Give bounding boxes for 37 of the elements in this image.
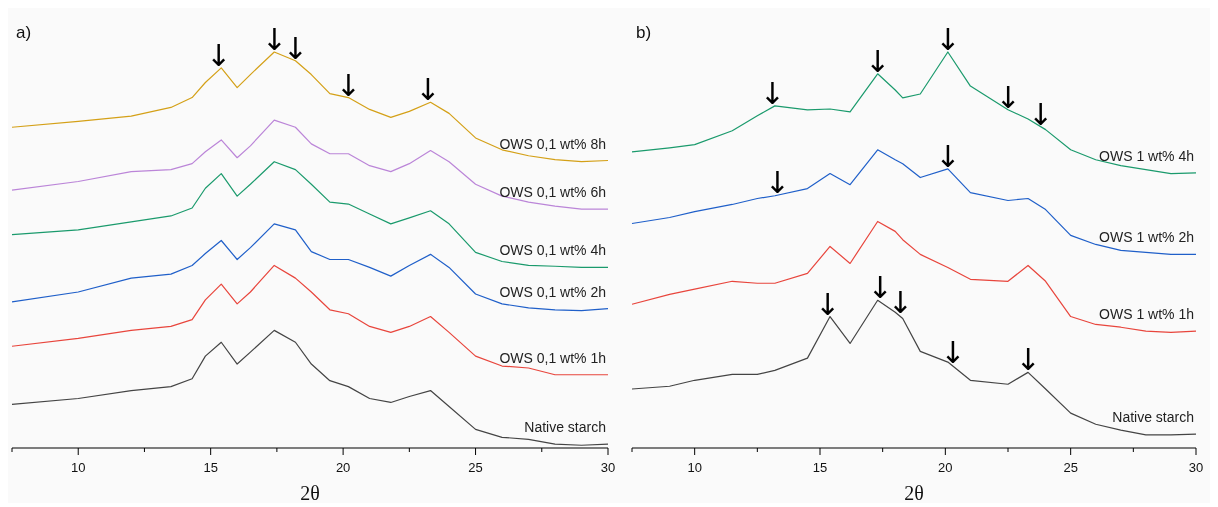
annotation: ↓ bbox=[814, 286, 841, 322]
annotation: ↓ bbox=[415, 72, 441, 108]
series-label: OWS 1 wt% 4h bbox=[1099, 147, 1194, 164]
x-tick-label: 30 bbox=[600, 460, 616, 475]
series-label: OWS 0,1 wt% 2h bbox=[499, 283, 606, 300]
annotation: ↓ bbox=[764, 164, 790, 200]
x-axis-title: 2θ bbox=[300, 482, 320, 504]
x-tick-label: 15 bbox=[812, 460, 828, 475]
x-tick-label: 10 bbox=[687, 460, 702, 475]
series-label: OWS 1 wt% 1h bbox=[1099, 306, 1194, 323]
annotation: ↓ bbox=[995, 79, 1021, 115]
annotation: ↓ bbox=[935, 138, 961, 174]
chart-title: b) bbox=[636, 23, 652, 42]
annotation: ↓ bbox=[865, 43, 891, 79]
series-label: OWS 0,1 wt% 8h bbox=[499, 135, 606, 152]
x-tick-label: 25 bbox=[468, 460, 483, 475]
x-tick-label: 20 bbox=[335, 460, 351, 475]
series-label: OWS 0,1 wt% 1h bbox=[499, 349, 606, 366]
annotation: ↓ bbox=[935, 22, 961, 57]
series-label: OWS 0,1 wt% 4h bbox=[499, 242, 606, 259]
series-label: Native starch bbox=[1112, 409, 1194, 426]
series-label: Native starch bbox=[524, 419, 606, 436]
x-axis-title: 2θ bbox=[904, 482, 924, 504]
annotation: ↓ bbox=[759, 75, 785, 111]
x-tick-label: 20 bbox=[938, 460, 953, 475]
annotation: ↓ bbox=[206, 37, 232, 73]
annotation: ↓ bbox=[1028, 97, 1054, 133]
x-tick-label: 10 bbox=[70, 460, 86, 475]
chart-title: a) bbox=[16, 23, 32, 42]
x-tick-label: 30 bbox=[1188, 460, 1204, 475]
series-label: OWS 1 wt% 2h bbox=[1099, 229, 1194, 246]
annotation: ↓ bbox=[1015, 342, 1041, 378]
series-label: OWS 0,1 wt% 6h bbox=[499, 184, 606, 201]
annotation: ↓ bbox=[335, 67, 361, 103]
x-tick-label: 15 bbox=[203, 460, 218, 475]
annotation: ↓ bbox=[940, 334, 966, 370]
x-tick-label: 25 bbox=[1063, 460, 1078, 475]
